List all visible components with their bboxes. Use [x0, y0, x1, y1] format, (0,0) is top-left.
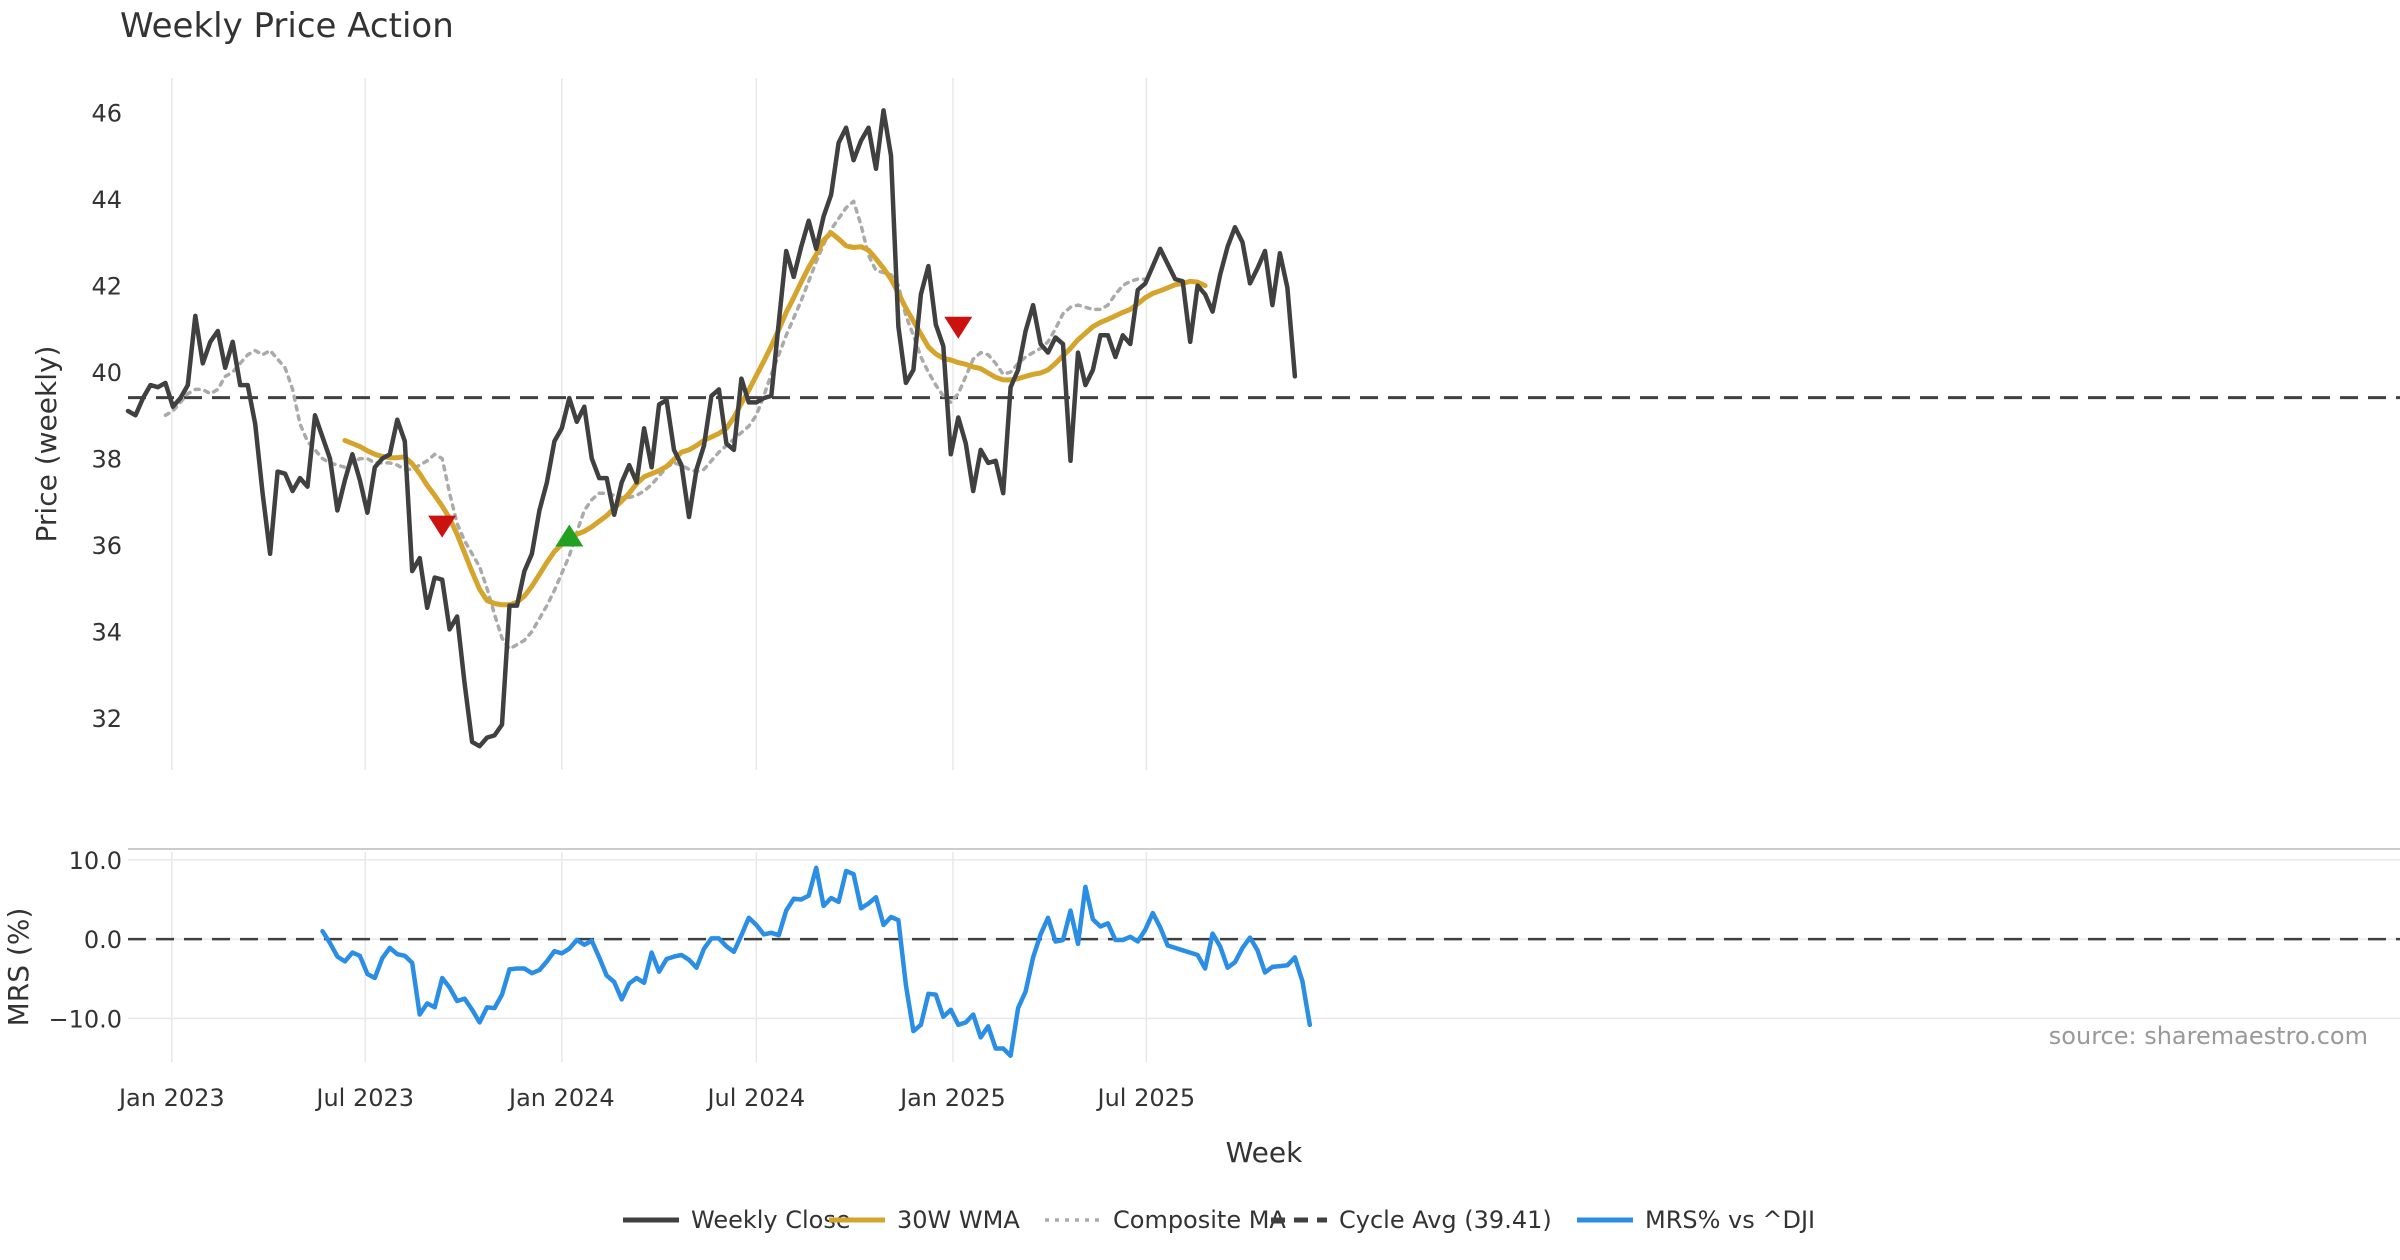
sell-signal-marker: [428, 515, 457, 538]
price-y-axis-label: Price (weekly): [30, 346, 63, 543]
x-axis-label: Week: [1226, 1136, 1303, 1169]
price-y-tick-label: 32: [91, 705, 122, 733]
weekly-close-line: [125, 108, 1298, 749]
x-tick-label: Jan 2024: [507, 1084, 615, 1112]
wma-30w-line: [342, 230, 1208, 608]
sell-signal-marker: [944, 316, 973, 339]
legend-item: Composite MA: [1045, 1206, 1286, 1234]
price-y-tick-label: 46: [91, 100, 122, 128]
source-note: source: sharemaestro.com: [2049, 1022, 2368, 1050]
chart-title: Weekly Price Action: [120, 6, 454, 46]
legend-item: 30W WMA: [829, 1206, 1020, 1234]
price-y-tick-label: 42: [91, 273, 122, 301]
x-tick-label: Jan 2023: [117, 1084, 225, 1112]
price-y-tick-label: 44: [91, 186, 122, 214]
price-y-tick-label: 40: [91, 359, 122, 387]
mrs-series-group: [320, 865, 1313, 1058]
legend: Weekly Close 30W WMA Composite MA Cycle Avg…: [623, 1206, 1815, 1234]
legend-item: Cycle Avg (39.41): [1271, 1206, 1552, 1234]
mrs-panel: 10.0 0.0 −10.0 MRS (%): [2, 847, 2400, 1062]
price-panel: 32 34 36 38 40 42 44 46 Price (weekly): [30, 78, 2400, 770]
x-tick-label: Jul 2025: [1096, 1084, 1196, 1112]
legend-label: MRS% vs ^DJI: [1645, 1206, 1815, 1234]
mrs-y-tick-label: −10.0: [48, 1005, 122, 1033]
mrs-y-axis-label: MRS (%): [2, 908, 35, 1027]
legend-label: 30W WMA: [897, 1206, 1020, 1234]
legend-label: Composite MA: [1113, 1206, 1286, 1234]
buy-signal-marker: [555, 524, 584, 547]
price-y-tick-label: 36: [91, 532, 122, 560]
mrs-y-tick-label: 0.0: [84, 926, 122, 954]
x-tick-label: Jul 2024: [705, 1084, 805, 1112]
mrs-line: [320, 865, 1313, 1058]
x-axis: Jan 2023 Jul 2023 Jan 2024 Jul 2024 Jan 2025…: [117, 1084, 1303, 1169]
legend-item: MRS% vs ^DJI: [1577, 1206, 1815, 1234]
legend-label: Weekly Close: [691, 1206, 851, 1234]
price-y-tick-label: 38: [91, 446, 122, 474]
mrs-y-tick-label: 10.0: [69, 847, 122, 875]
x-tick-label: Jan 2025: [898, 1084, 1006, 1112]
composite-ma-line: [163, 199, 1148, 651]
x-tick-label: Jul 2023: [314, 1084, 414, 1112]
legend-label: Cycle Avg (39.41): [1339, 1206, 1552, 1234]
legend-item: Weekly Close: [623, 1206, 851, 1234]
price-y-tick-label: 34: [91, 619, 122, 647]
price-series-group: [125, 108, 1298, 749]
